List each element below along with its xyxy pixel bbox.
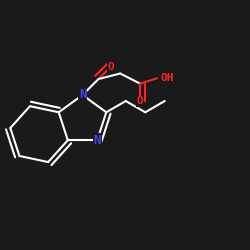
Text: OH: OH (160, 73, 174, 83)
Text: O: O (108, 62, 114, 72)
Text: N: N (79, 88, 86, 102)
Text: N: N (94, 134, 101, 147)
Text: O: O (137, 96, 144, 106)
